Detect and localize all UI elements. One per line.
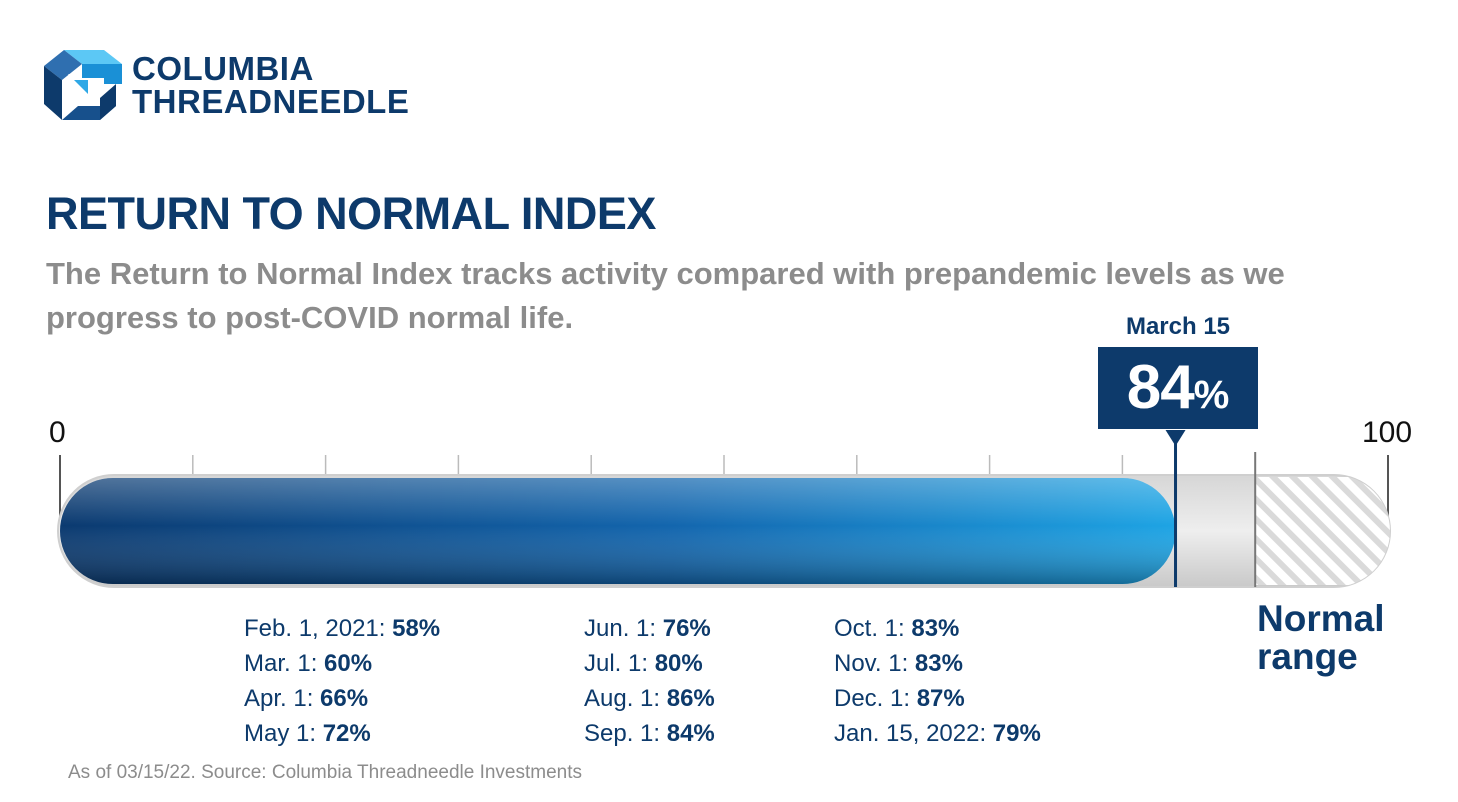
history-item: Feb. 1, 2021: 58% (244, 611, 440, 646)
history-value: 86% (666, 685, 715, 712)
chart-subtitle: The Return to Normal Index tracks activi… (46, 256, 1285, 335)
history-date: Sep. 1: (584, 720, 667, 747)
callout-value: 84 (1126, 353, 1195, 422)
history-value: 84% (666, 720, 715, 747)
gauge-fill-shading (60, 478, 1176, 584)
history-value: 80% (654, 650, 703, 677)
chart-title: RETURN TO NORMAL INDEX (46, 188, 656, 239)
axis-max-label: 100 (1362, 416, 1413, 449)
callout-unit: % (1193, 373, 1230, 417)
normal-range-zone (1255, 477, 1390, 585)
source-note: As of 03/15/22. Source: Columbia Threadn… (68, 762, 583, 783)
history-column-1: Feb. 1, 2021: 58% Mar. 1: 60% Apr. 1: 66… (244, 611, 440, 751)
history-item: Dec. 1: 87% (834, 681, 1041, 716)
history-date: Oct. 1: (834, 615, 912, 642)
history-value: 58% (392, 615, 441, 642)
history-date: Apr. 1: (244, 685, 321, 712)
brand-logo: COLUMBIA THREADNEEDLE (44, 46, 444, 136)
history-item: Aug. 1: 86% (584, 681, 715, 716)
history-date: May 1: (244, 720, 323, 747)
history-item: Sep. 1: 84% (584, 716, 715, 751)
callout-box: 84% (1098, 347, 1258, 429)
history-item: Jan. 15, 2022: 79% (834, 716, 1041, 751)
history-date: Jan. 15, 2022: (834, 720, 993, 747)
history-date: Jul. 1: (584, 650, 655, 677)
callout-pointer-tip (1165, 430, 1186, 446)
brand-line-2: THREADNEEDLE (132, 83, 410, 120)
history-item: May 1: 72% (244, 716, 440, 751)
history-item: Oct. 1: 83% (834, 611, 1041, 646)
cube-logo-icon (44, 50, 122, 120)
history-column-3: Oct. 1: 83% Nov. 1: 83% Dec. 1: 87% Jan.… (834, 611, 1041, 751)
history-item: Nov. 1: 83% (834, 646, 1041, 681)
history-date: Feb. 1, 2021: (244, 615, 393, 642)
normal-range-line-1: Normal (1257, 598, 1385, 639)
history-date: Jun. 1: (584, 615, 663, 642)
history-date: Aug. 1: (584, 685, 667, 712)
history-value: 72% (322, 720, 371, 747)
history-value: 83% (911, 615, 960, 642)
history-item: Mar. 1: 60% (244, 646, 440, 681)
axis-ticks (59, 455, 1389, 520)
history-date: Nov. 1: (834, 650, 915, 677)
history-column-2: Jun. 1: 76% Jul. 1: 80% Aug. 1: 86% Sep.… (584, 611, 715, 751)
history-item: Apr. 1: 66% (244, 681, 440, 716)
history-date: Dec. 1: (834, 685, 917, 712)
normal-range-label: Normal range (1257, 600, 1384, 676)
history-value: 60% (324, 650, 373, 677)
current-value-callout: March 15 84% (1098, 311, 1258, 429)
history-item: Jul. 1: 80% (584, 646, 715, 681)
history-value: 83% (914, 650, 963, 677)
history-value: 87% (916, 685, 965, 712)
history-value: 79% (992, 720, 1041, 747)
brand-line-1: COLUMBIA (132, 50, 314, 87)
history-item: Jun. 1: 76% (584, 611, 715, 646)
normal-range-line-2: range (1257, 636, 1358, 677)
history-value: 76% (662, 615, 711, 642)
history-value: 66% (320, 685, 369, 712)
history-date: Mar. 1: (244, 650, 325, 677)
axis-min-label: 0 (49, 416, 66, 449)
callout-date: March 15 (1125, 313, 1231, 340)
